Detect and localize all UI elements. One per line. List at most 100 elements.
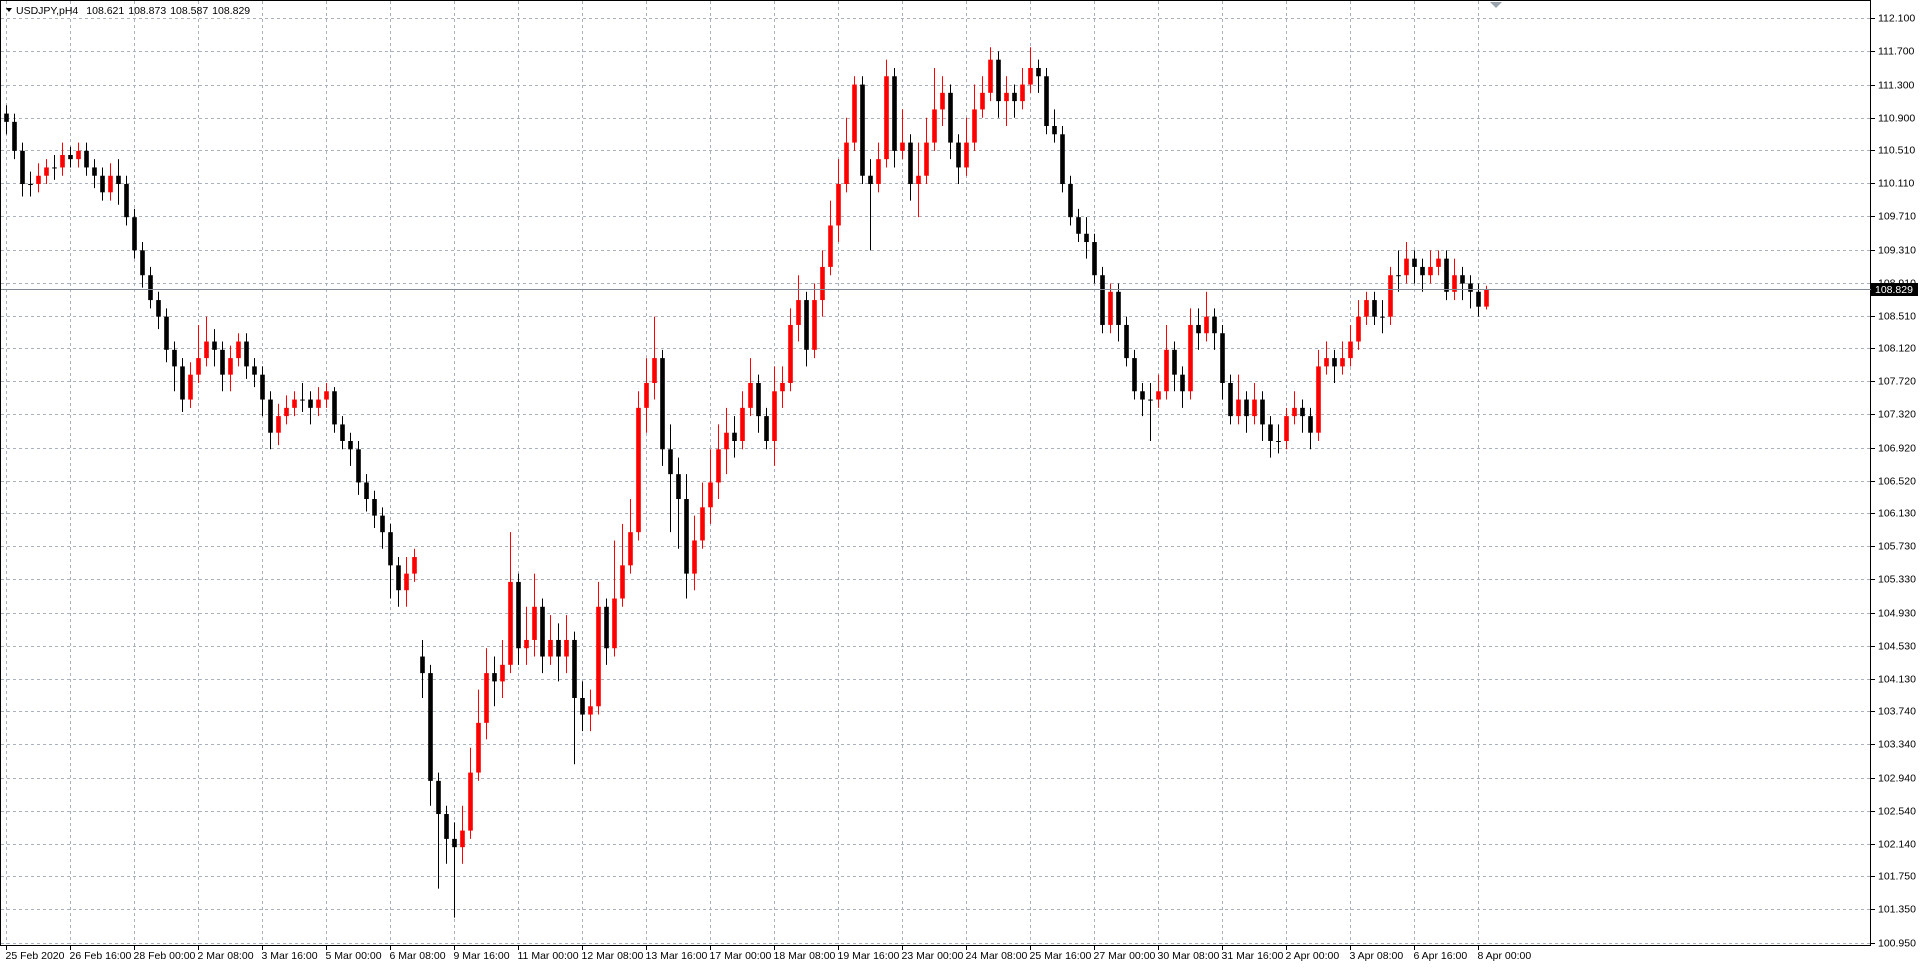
x-tick-label: 30 Mar 08:00: [1158, 950, 1220, 962]
candle-body: [1404, 258, 1409, 276]
x-tick-label: 24 Mar 08:00: [966, 950, 1028, 962]
candle-body: [932, 109, 937, 143]
candle-body: [1044, 76, 1049, 126]
candle-body: [212, 341, 217, 350]
y-tick-label: 104.530: [1878, 640, 1916, 652]
candle-body: [708, 482, 713, 508]
candle-body: [1236, 399, 1241, 417]
y-tick-label: 102.940: [1878, 772, 1916, 784]
candle-body: [644, 382, 649, 408]
y-tick-label: 104.930: [1878, 607, 1916, 619]
candle-body: [444, 814, 449, 839]
candle-body: [1020, 84, 1025, 102]
last-price-box: [1871, 283, 1918, 296]
candle-body: [988, 59, 993, 93]
candle-body: [820, 266, 825, 301]
candle-body: [156, 300, 161, 317]
x-tick-label: 19 Mar 16:00: [838, 950, 900, 962]
candle-body: [812, 300, 817, 350]
candle-body: [292, 399, 297, 408]
y-tick-label: 102.540: [1878, 805, 1916, 817]
candle-body: [556, 639, 561, 657]
candle-body: [844, 142, 849, 185]
candle-body: [308, 399, 313, 408]
candle-body: [724, 432, 729, 450]
candle-body: [220, 349, 225, 375]
y-tick-label: 102.140: [1878, 838, 1916, 850]
candle-body: [148, 275, 153, 301]
candle-body: [716, 449, 721, 483]
candle-body: [180, 366, 185, 400]
candle-body: [348, 441, 353, 450]
candle-body: [372, 499, 377, 516]
candle-body: [1300, 407, 1305, 417]
candle-body: [1084, 233, 1089, 243]
candle-body: [324, 391, 329, 400]
x-tick-label: 12 Mar 08:00: [582, 950, 644, 962]
candle-body: [1092, 242, 1097, 276]
candle-body: [1356, 316, 1361, 342]
candle-body: [500, 664, 505, 682]
candle-body: [1340, 358, 1345, 367]
candle-body: [868, 175, 873, 185]
candle-body: [380, 515, 385, 533]
candle-body: [1476, 291, 1481, 307]
candle-body: [532, 606, 537, 640]
y-tick-label: 110.900: [1878, 112, 1915, 124]
candle-body: [132, 217, 137, 251]
x-tick-label: 8 Apr 00:00: [1478, 950, 1532, 962]
candle-body: [980, 92, 985, 110]
candle-body: [388, 532, 393, 566]
x-tick-label: 13 Mar 16:00: [646, 950, 708, 962]
candle-body: [540, 606, 545, 657]
candle-body: [172, 349, 177, 367]
candle-body: [732, 432, 737, 441]
candle-body: [300, 399, 305, 401]
candle-body: [108, 175, 113, 193]
candle-body: [340, 424, 345, 441]
candle-body: [412, 557, 417, 574]
x-tick-label: 23 Mar 00:00: [902, 950, 964, 962]
candle-body: [1380, 316, 1385, 318]
candle-body: [1316, 366, 1321, 433]
candle-body: [756, 382, 761, 417]
candle-body: [228, 358, 233, 375]
candle-body: [1324, 358, 1329, 367]
y-tick-label: 107.720: [1878, 375, 1916, 387]
candle-body: [44, 167, 49, 176]
candle-body: [1260, 399, 1265, 425]
candle-body: [788, 324, 793, 383]
y-tick-label: 107.320: [1878, 408, 1916, 420]
chart-title: USDJPY,pH4: [16, 5, 78, 17]
candle-body: [700, 507, 705, 541]
candle-body: [1180, 374, 1185, 392]
candle-body: [204, 341, 209, 359]
labels: 112.100 111.700 111.300 110.900 110.510 110.1…: [1, 12, 1918, 962]
candle-body: [1460, 275, 1465, 284]
x-tick-label: 3 Mar 16:00: [262, 950, 318, 962]
candle-body: [316, 399, 321, 408]
candle-body: [1452, 275, 1457, 292]
candle-body: [52, 167, 57, 169]
candles: [4, 47, 1489, 918]
y-tick-label: 100.950: [1878, 937, 1916, 949]
candle-body: [36, 175, 41, 185]
candle-body: [668, 449, 673, 475]
candle-body: [396, 565, 401, 591]
candle-body: [1132, 358, 1137, 392]
plot-frame: [0, 0, 1871, 946]
y-tick-label: 110.110: [1878, 177, 1915, 189]
candle-body: [740, 407, 745, 441]
candle-body: [892, 76, 897, 151]
candle-body: [1164, 349, 1169, 392]
candle-body: [1108, 291, 1113, 325]
candle-body: [1292, 407, 1297, 417]
candle-body: [1396, 275, 1401, 277]
candle-body: [484, 673, 489, 723]
candle-body: [1148, 399, 1153, 401]
candle-body: [60, 155, 65, 168]
candle-body: [1428, 266, 1433, 276]
grid: [1, 1, 1870, 944]
